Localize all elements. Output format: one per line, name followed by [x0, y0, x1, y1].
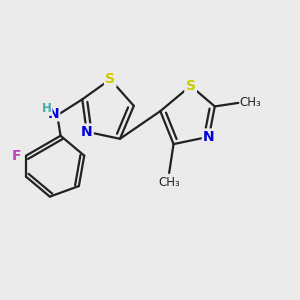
Text: H: H	[42, 102, 52, 115]
Text: S: S	[186, 79, 196, 93]
Text: S: S	[105, 72, 115, 86]
Text: CH₃: CH₃	[158, 176, 180, 189]
Text: N: N	[81, 125, 92, 139]
Text: N: N	[203, 130, 215, 144]
Text: CH₃: CH₃	[240, 96, 262, 110]
Text: N: N	[48, 107, 60, 121]
Text: F: F	[11, 148, 21, 163]
